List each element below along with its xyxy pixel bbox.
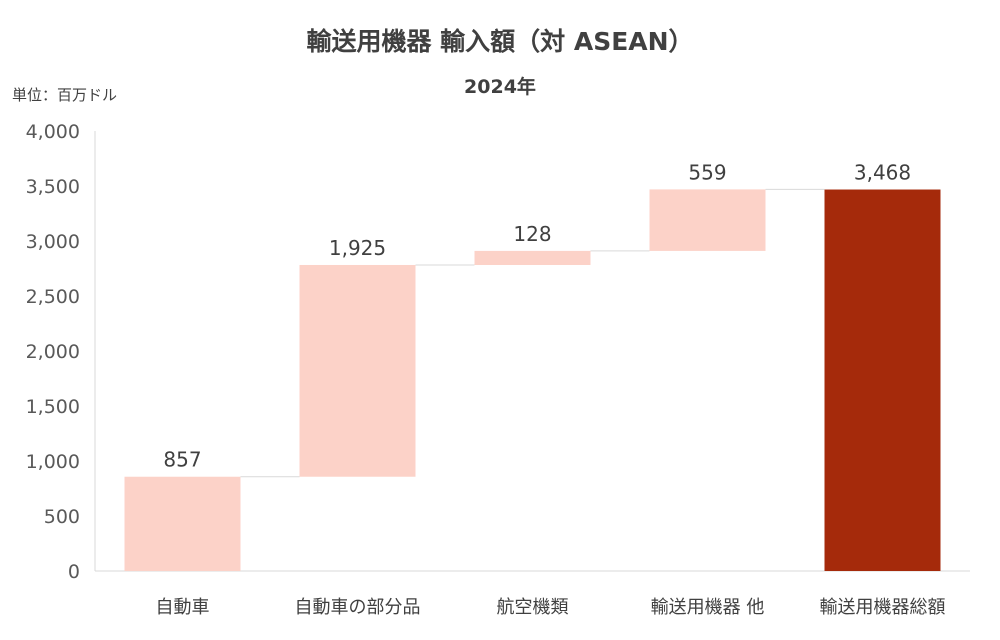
- y-tick-label: 0: [68, 561, 80, 583]
- data-label: 3,468: [854, 161, 911, 185]
- category-label: 輸送用機器 他: [651, 597, 765, 618]
- increase-bar: [649, 189, 766, 251]
- y-tick-label: 3,000: [26, 231, 80, 253]
- chart-subtitle: 2024年: [464, 76, 536, 98]
- data-label: 559: [688, 160, 726, 184]
- category-label: 自動車: [156, 597, 210, 618]
- category-label: 自動車の部分品: [295, 597, 421, 618]
- unit-label: 単位：百万ドル: [12, 86, 118, 104]
- data-label: 1,925: [329, 236, 386, 260]
- y-tick-label: 3,500: [26, 176, 80, 198]
- category-label: 輸送用機器総額: [820, 597, 946, 618]
- category-label: 航空機類: [497, 597, 569, 618]
- y-tick-label: 2,500: [26, 286, 80, 308]
- increase-bar: [474, 250, 591, 265]
- chart-title: 輸送用機器 輸入額（対 ASEAN）: [306, 27, 694, 56]
- data-label: 857: [163, 448, 201, 472]
- y-tick-label: 500: [44, 506, 80, 528]
- y-tick-label: 1,000: [26, 451, 80, 473]
- increase-bar: [299, 264, 416, 477]
- y-tick-label: 2,000: [26, 341, 80, 363]
- total-bar: [824, 189, 941, 571]
- y-tick-label: 4,000: [26, 121, 80, 143]
- y-tick-label: 1,500: [26, 396, 80, 418]
- data-label: 128: [513, 222, 551, 246]
- increase-bar: [124, 476, 241, 571]
